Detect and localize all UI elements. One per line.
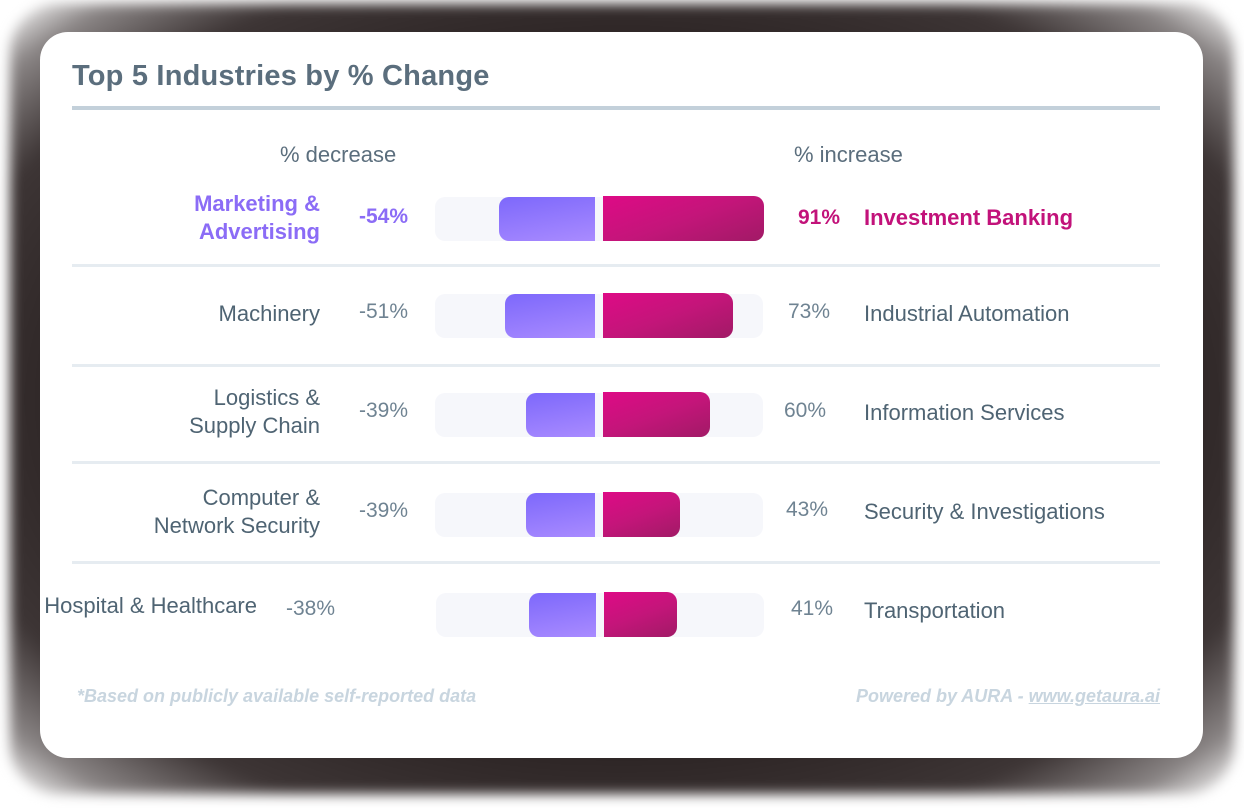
- increase-bar: [603, 293, 733, 338]
- decrease-bar: [529, 593, 596, 637]
- increase-value: 91%: [798, 206, 841, 229]
- decrease-industry-label: Computer & Network Security: [154, 484, 320, 540]
- label-line: Marketing &: [194, 191, 320, 216]
- decrease-value: -38%: [285, 597, 335, 620]
- chart-title: Top 5 Industries by % Change: [72, 60, 490, 92]
- increase-bar: [604, 592, 677, 637]
- increase-industry-label: Information Services: [864, 400, 1065, 425]
- increase-bar: [603, 492, 680, 537]
- increase-value: 43%: [786, 498, 829, 521]
- decrease-industry-label: Machinery: [219, 300, 320, 328]
- decrease-value: -39%: [358, 399, 408, 422]
- bar-track: [435, 293, 763, 338]
- bar-track: [436, 592, 764, 637]
- decrease-value: -54%: [358, 205, 408, 228]
- decrease-bar: [499, 197, 595, 241]
- label-line: Supply Chain: [189, 413, 320, 438]
- decrease-industry-label: Hospital & Healthcare: [44, 592, 257, 620]
- increase-industry-label: Transportation: [864, 598, 1006, 623]
- bar-track: [435, 196, 764, 241]
- decrease-bar: [505, 294, 595, 338]
- increase-column-header: % increase: [794, 142, 903, 167]
- increase-industry-label: Industrial Automation: [864, 301, 1070, 326]
- decrease-industry-label: Marketing & Advertising: [194, 190, 320, 246]
- label-line: Logistics &: [213, 385, 320, 410]
- row-divider: [72, 364, 1160, 367]
- increase-bar: [603, 196, 764, 241]
- row-divider: [72, 264, 1160, 267]
- decrease-column-header: % decrease: [280, 142, 397, 167]
- increase-industry-label: Security & Investigations: [864, 499, 1105, 524]
- label-line: Network Security: [153, 513, 320, 538]
- powered-by-text: Powered by AURA -: [855, 686, 1029, 706]
- label-line: Computer &: [202, 485, 320, 510]
- decrease-bar: [526, 393, 595, 437]
- increase-bar: [603, 392, 710, 437]
- label-line: Machinery: [218, 301, 320, 326]
- decrease-industry-label: Logistics & Supply Chain: [189, 384, 320, 440]
- row-divider: [72, 561, 1160, 564]
- decrease-value: -39%: [358, 499, 408, 522]
- bar-track: [435, 392, 763, 437]
- label-line: Advertising: [198, 219, 320, 244]
- increase-value: 60%: [784, 399, 827, 422]
- aura-website-link[interactable]: www.getaura.ai: [1028, 686, 1160, 706]
- decrease-value: -51%: [358, 300, 408, 323]
- chart-card: Top 5 Industries by % Change % decrease …: [40, 32, 1203, 758]
- data-source-note: *Based on publicly available self-report…: [77, 686, 477, 706]
- increase-industry-label: Investment Banking: [864, 205, 1074, 230]
- title-divider: [72, 106, 1160, 110]
- row-divider: [72, 461, 1160, 464]
- powered-by: Powered by AURA - www.getaura.ai: [856, 686, 1160, 707]
- increase-value: 41%: [791, 597, 834, 620]
- decrease-bar: [526, 493, 595, 537]
- label-line: Hospital & Healthcare: [44, 593, 257, 618]
- bar-track: [435, 492, 763, 537]
- increase-value: 73%: [788, 300, 831, 323]
